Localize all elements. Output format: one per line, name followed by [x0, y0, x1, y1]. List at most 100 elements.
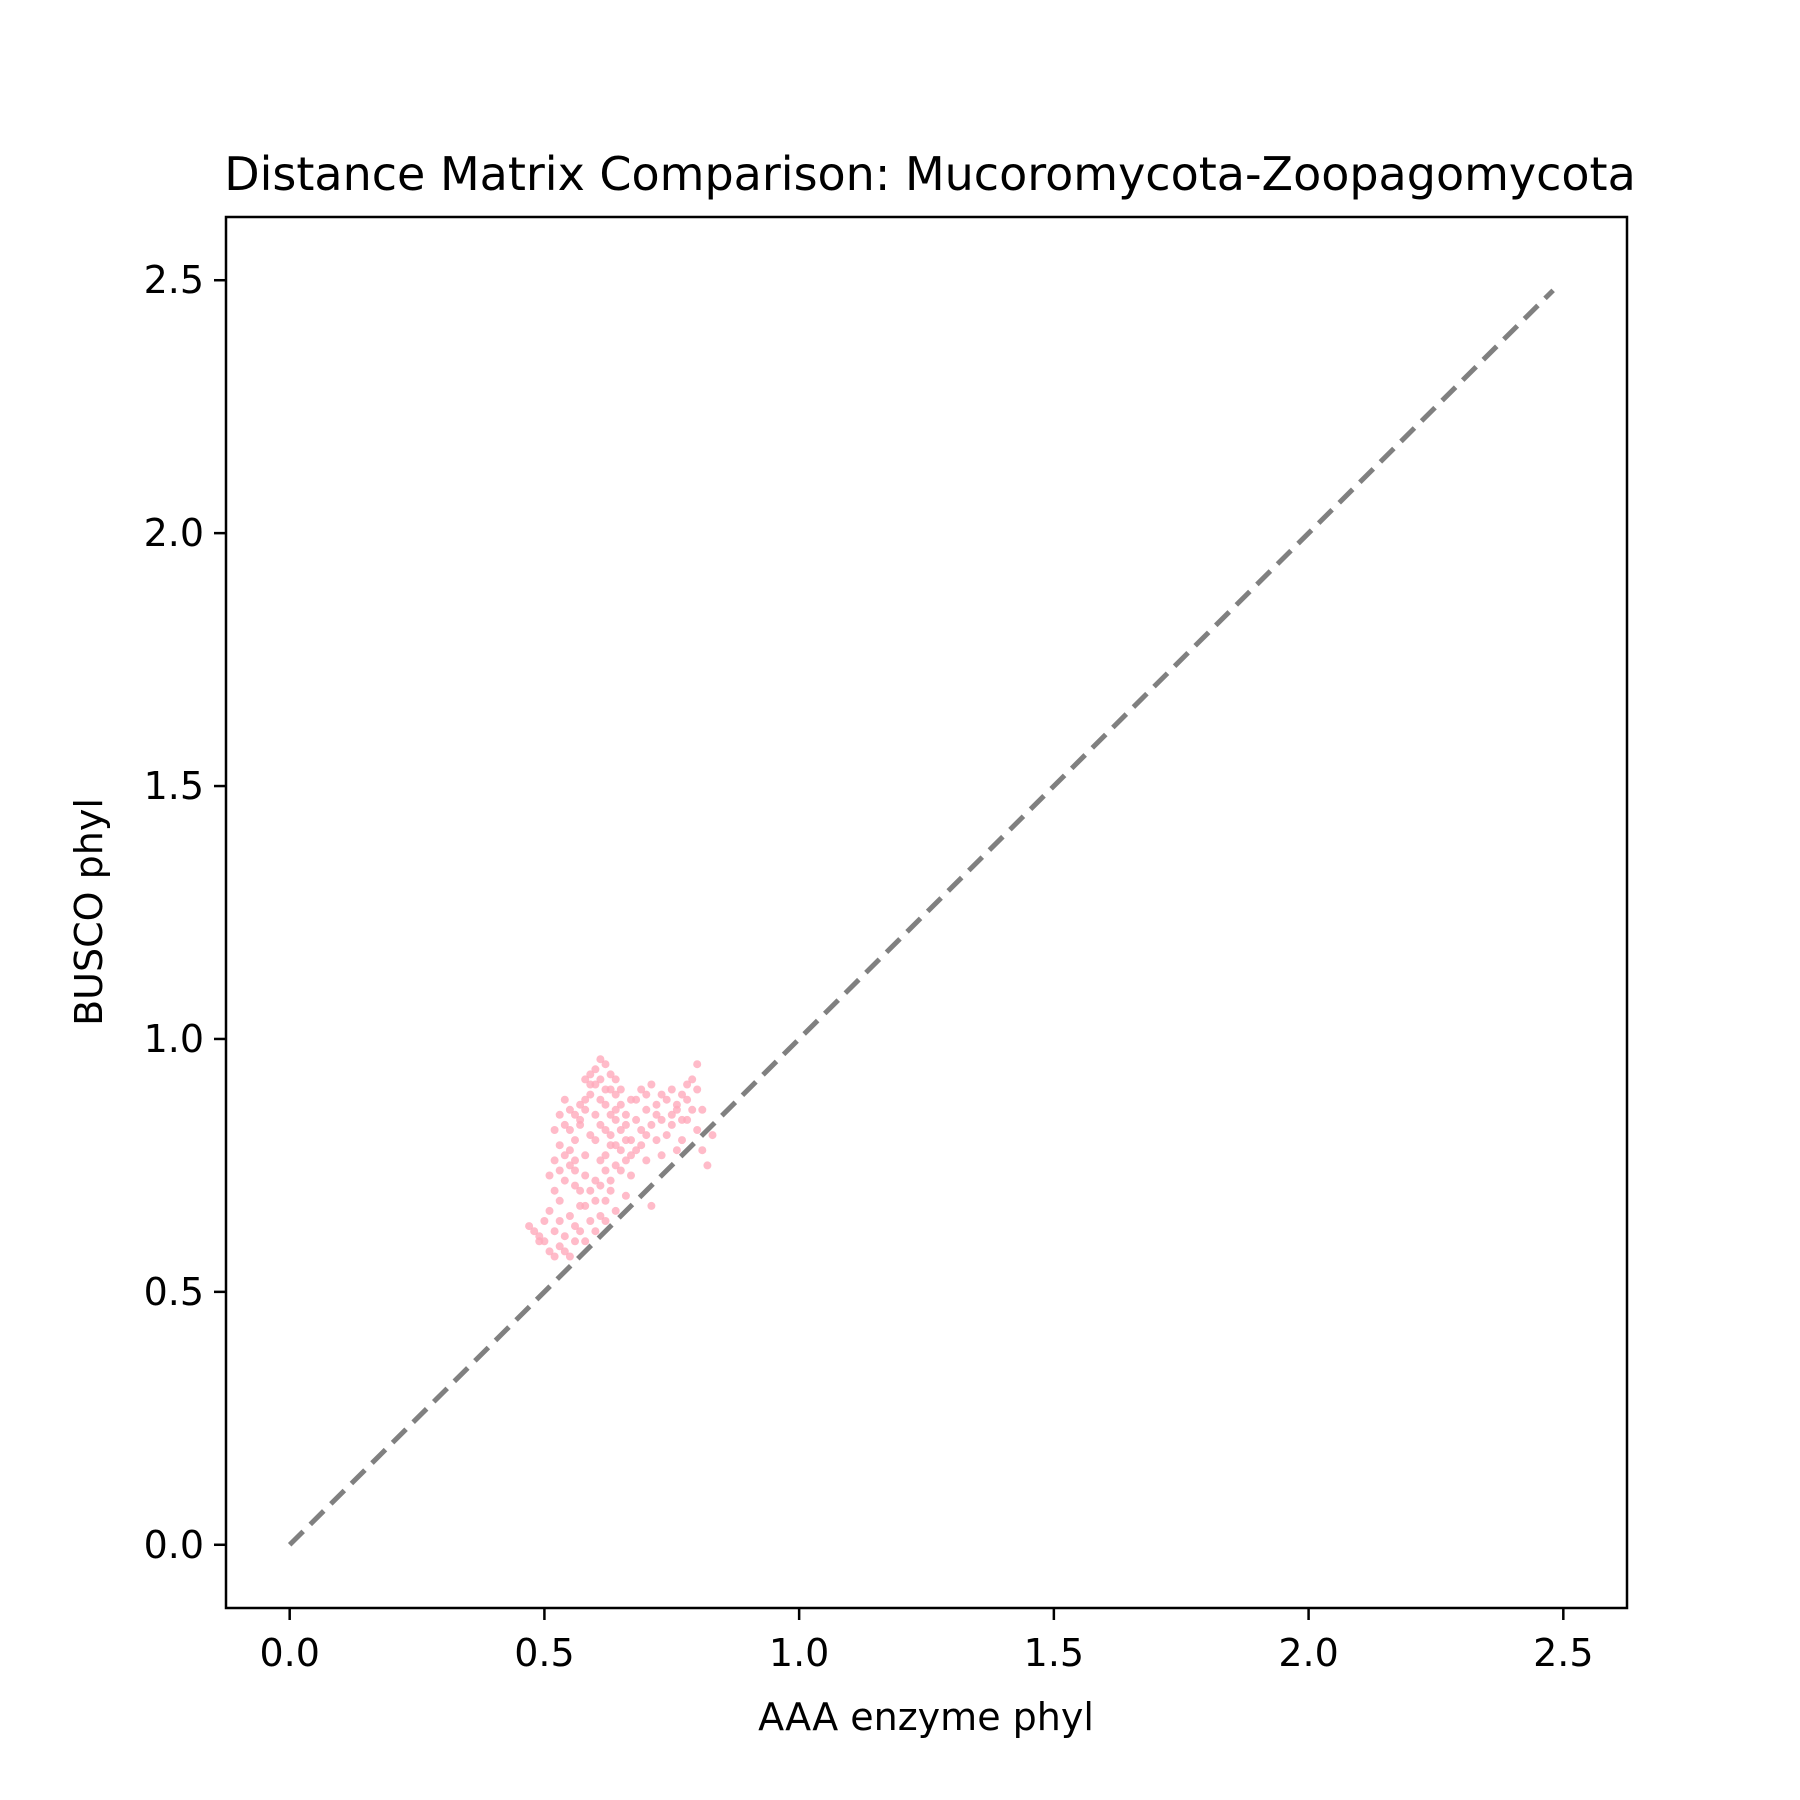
scatter-point — [596, 1095, 605, 1104]
scatter-point — [621, 1156, 630, 1165]
scatter-point — [683, 1095, 692, 1104]
scatter-point — [565, 1252, 574, 1261]
scatter-point — [657, 1115, 666, 1124]
scatter-point — [571, 1156, 579, 1165]
scatter-point — [581, 1095, 590, 1104]
scatter-point — [596, 1181, 605, 1190]
scatter-point — [657, 1090, 666, 1099]
scatter-point — [693, 1126, 702, 1134]
y-tick-label: 1.5 — [144, 764, 204, 808]
scatter-point — [627, 1151, 635, 1160]
scatter-point — [678, 1136, 686, 1145]
scatter-point — [545, 1206, 554, 1215]
scatter-point — [606, 1070, 615, 1079]
scatter-point — [693, 1060, 702, 1069]
scatter-point — [545, 1171, 554, 1180]
scatter-point — [688, 1105, 697, 1114]
scatter-point — [621, 1191, 630, 1200]
scatter-point — [565, 1105, 574, 1114]
scatter-point — [652, 1136, 661, 1145]
scatter-point — [667, 1085, 676, 1094]
x-tick-label: 2.0 — [1278, 1631, 1338, 1675]
x-tick-label: 0.5 — [514, 1631, 574, 1675]
scatter-point — [621, 1136, 630, 1145]
scatter-point — [560, 1176, 569, 1185]
y-axis: 0.0 0.5 1.0 1.5 2.0 2.5 — [144, 258, 226, 1567]
scatter-point — [616, 1166, 625, 1175]
scatter-point — [581, 1075, 590, 1084]
scatter-point — [540, 1217, 549, 1225]
scatter-point — [703, 1161, 712, 1170]
scatter-point — [601, 1196, 610, 1205]
scatter-point — [667, 1110, 676, 1119]
y-tick-label: 2.0 — [144, 511, 204, 555]
scatter-point — [642, 1105, 651, 1114]
reference-line — [287, 288, 1555, 1547]
scatter-point — [560, 1247, 569, 1256]
scatter-point — [627, 1171, 635, 1180]
scatter-point — [586, 1090, 595, 1099]
scatter-point — [596, 1120, 605, 1129]
scatter-point — [678, 1090, 686, 1099]
scatter-point — [591, 1136, 600, 1145]
scatter-point — [601, 1151, 610, 1160]
scatter-point — [581, 1171, 590, 1180]
scatter-point — [698, 1105, 707, 1114]
scatter-point — [642, 1090, 651, 1099]
y-tick-label: 2.5 — [144, 258, 204, 302]
scatter-point — [688, 1075, 697, 1084]
scatter-point — [591, 1196, 600, 1205]
scatter-point — [555, 1166, 564, 1175]
scatter-point — [560, 1095, 569, 1104]
scatter-point — [611, 1105, 620, 1114]
scatter-point — [555, 1141, 564, 1150]
plot-area-frame — [224, 215, 1629, 1610]
scatter-point — [672, 1105, 681, 1114]
scatter-point — [586, 1217, 595, 1225]
scatter-point — [591, 1080, 600, 1089]
scatter-point — [601, 1166, 610, 1175]
x-tick-label: 1.5 — [1024, 1631, 1084, 1675]
scatter-point — [606, 1110, 615, 1119]
scatter-point — [565, 1212, 574, 1220]
scatter-point — [637, 1085, 646, 1094]
scatter-point — [657, 1151, 666, 1160]
x-axis: 0.0 0.5 1.0 1.5 2.0 2.5 — [259, 1608, 1594, 1675]
scatter-point — [576, 1227, 585, 1236]
scatter-point — [555, 1196, 564, 1205]
scatter-point — [611, 1141, 620, 1150]
scatter-point — [611, 1206, 620, 1215]
scatter-point — [637, 1141, 646, 1150]
scatter-point — [596, 1212, 605, 1220]
scatter-point — [550, 1156, 559, 1165]
scatter-point — [601, 1217, 610, 1225]
scatter-point — [571, 1237, 579, 1246]
scatter-point — [632, 1146, 641, 1155]
scatter-point — [560, 1151, 569, 1160]
scatter-point — [586, 1131, 595, 1140]
scatter-point — [601, 1126, 610, 1134]
scatter-point — [565, 1126, 574, 1134]
scatter-point — [621, 1120, 630, 1129]
scatter-point — [596, 1075, 605, 1084]
scatter-point — [571, 1181, 579, 1190]
scatter-point — [525, 1222, 534, 1231]
scatter-point — [611, 1090, 620, 1099]
scatter-point — [555, 1242, 564, 1251]
scatter-point — [642, 1156, 651, 1165]
scatter-point — [632, 1115, 641, 1124]
scatter-point — [555, 1110, 564, 1119]
scatter-point — [586, 1070, 595, 1079]
y-axis-label: BUSCO phyl — [67, 798, 111, 1026]
scatter-point — [550, 1227, 559, 1236]
scatter-point — [611, 1161, 620, 1170]
scatter-point — [627, 1095, 635, 1104]
scatter-point — [647, 1201, 656, 1210]
scatter-point — [571, 1166, 579, 1175]
scatter-point — [550, 1252, 559, 1261]
x-tick-label: 1.0 — [769, 1631, 829, 1675]
scatter-point — [652, 1110, 661, 1119]
scatter-point — [581, 1237, 590, 1246]
scatter-point — [530, 1227, 539, 1236]
